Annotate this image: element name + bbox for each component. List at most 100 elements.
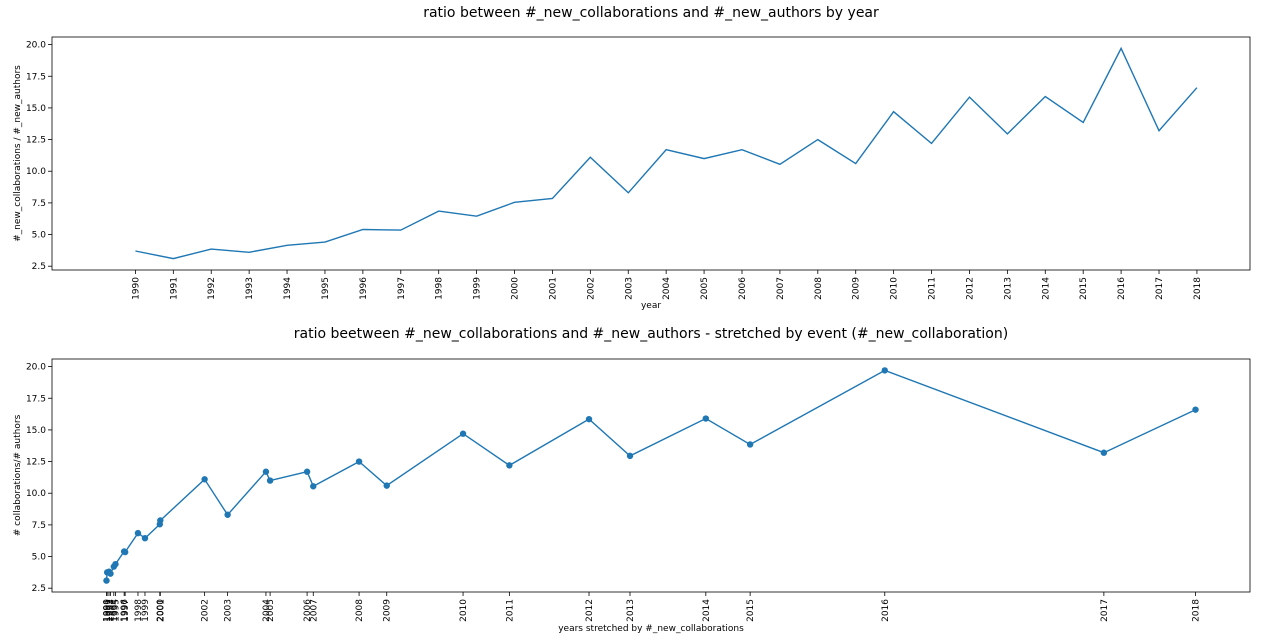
chart-2-x-tick-label: 2013 — [626, 599, 636, 622]
chart-2-y-tick-label: 2.5 — [32, 584, 46, 594]
chart-2-x-tick-label: 2010 — [459, 599, 469, 622]
chart-2-data-point — [702, 415, 710, 422]
chart-2-x-tick-label: 1994 — [110, 599, 120, 622]
chart-2-y-tick-label: 5.0 — [32, 553, 47, 563]
chart-2-data-point — [112, 560, 119, 568]
chart-1-x-tick-label: 2000 — [511, 277, 521, 300]
chart-2-x-tick-label: 2001 — [156, 599, 166, 622]
chart-1-x-tick-label: 2002 — [586, 277, 596, 300]
chart-1-x-tick-label: 2016 — [1117, 277, 1127, 300]
chart-1-x-tick-label: 1998 — [435, 277, 445, 300]
chart-2-x-tick-label: 1993 — [106, 599, 116, 622]
chart-2-data-point — [103, 577, 110, 584]
chart-2-x-tick-label: 1999 — [141, 599, 151, 622]
chart-1-x-tick-label: 2003 — [624, 277, 634, 300]
chart-2-x-tick-label: 1996 — [120, 599, 130, 622]
chart-2-x-tick-label: 1997 — [121, 599, 131, 622]
chart-1-x-tick-label: 2007 — [776, 277, 786, 300]
chart-2-y-tick-label: 15.0 — [26, 426, 46, 436]
chart-1-y-tick-label: 7.5 — [32, 199, 46, 209]
chart-1-x-tick-label: 1990 — [131, 277, 141, 300]
chart-2-data-point — [107, 570, 114, 577]
chart-1-x-tick-label: 2006 — [738, 277, 748, 300]
chart-2-data-point — [626, 452, 634, 460]
chart-2-series-line — [105, 369, 1196, 581]
chart-1-title: ratio between #_new_collaborations and #… — [423, 5, 879, 21]
chart-1-x-axis-label: year — [641, 301, 661, 311]
chart-1-x-tick-label: 2008 — [814, 277, 824, 300]
chart-1-x-tick-label: 2017 — [1155, 277, 1165, 300]
chart-2-x-tick-label: 2003 — [224, 599, 234, 622]
chart-2-data-point — [157, 517, 164, 524]
chart-2-data-point — [266, 477, 274, 484]
chart-1-y-axis-label: #_new_collaborations / #_new_authors — [13, 65, 23, 242]
chart-2-x-tick-label: 2018 — [1192, 599, 1202, 622]
chart-2-data-point — [141, 534, 149, 542]
chart-2-x-tick-label: 2017 — [1100, 599, 1110, 622]
chart-2-data-point — [746, 441, 754, 448]
chart-1-x-tick-label: 2015 — [1079, 277, 1089, 300]
chart-1-x-tick-label: 2013 — [1003, 277, 1013, 300]
chart-1-x-tick-label: 1996 — [359, 277, 369, 300]
chart-1-x-tick-label: 2014 — [1041, 277, 1051, 300]
chart-2-data-point — [134, 529, 142, 537]
chart-1-x-tick-label: 1994 — [283, 277, 293, 300]
chart-2-y-axis-label: # collaborations/# authors — [13, 414, 23, 536]
chart-1-x-tick-label: 2010 — [890, 277, 900, 300]
chart-1-y-tick-label: 10.0 — [26, 167, 46, 177]
chart-2-data-point — [310, 483, 317, 490]
chart-2-data-point — [459, 430, 467, 437]
chart-2-x-tick-label: 2015 — [746, 599, 756, 622]
chart-1-x-tick-label: 2018 — [1193, 277, 1203, 300]
chart-1-series-line — [135, 46, 1198, 260]
chart-2-plot-frame — [51, 358, 1251, 593]
chart-1-x-tick-label: 2011 — [928, 277, 938, 300]
chart-2-title: ratio beetween #_new_collaborations and … — [294, 326, 1008, 342]
chart-1-y-tick-label: 17.5 — [26, 72, 46, 82]
chart-2-x-tick-label: 1990 — [102, 599, 112, 622]
chart-2-x-tick-label: 1991 — [103, 599, 113, 622]
chart-2-data-point — [383, 482, 390, 489]
chart-2-x-tick-label: 2005 — [266, 599, 276, 622]
chart-2-data-point — [224, 511, 231, 518]
chart-1-x-tick-label: 1993 — [245, 277, 255, 300]
chart-2-y-tick-label: 10.0 — [26, 489, 46, 499]
chart-2-x-tick-label: 2011 — [505, 599, 515, 622]
chart-2-data-point — [303, 468, 311, 475]
chart-1-y-tick-label: 5.0 — [32, 231, 47, 241]
chart-2-y-tick-label: 7.5 — [32, 521, 46, 531]
chart-2-data-point — [201, 476, 208, 483]
chart-1-y-tick-label: 2.5 — [32, 262, 46, 272]
chart-2-x-tick-label: 2009 — [383, 599, 393, 622]
chart-1-x-tick-label: 2012 — [965, 277, 975, 300]
chart-1-y-tick-label: 12.5 — [26, 136, 46, 146]
chart-2-x-tick-label: 1998 — [134, 599, 144, 622]
chart-1-x-tick-label: 2009 — [852, 277, 862, 300]
chart-2-x-tick-label: 2000 — [156, 599, 166, 622]
chart-2-x-tick-label: 2016 — [881, 599, 891, 622]
chart-2-data-point — [262, 468, 270, 475]
chart-2-x-tick-label: 1992 — [105, 599, 115, 622]
chart-2-x-axis-label: years stretched by #_new_collaborations — [558, 624, 744, 634]
chart-2-x-tick-label: 2012 — [585, 599, 595, 622]
chart-1-x-tick-label: 1995 — [321, 277, 331, 300]
chart-1-y-tick-label: 15.0 — [26, 104, 46, 114]
chart-1-x-tick-label: 1997 — [397, 277, 407, 300]
chart-1: ratio between #_new_collaborations and #… — [13, 5, 1251, 311]
chart-1-x-tick-label: 2001 — [548, 277, 558, 300]
chart-2-data-point — [506, 462, 513, 469]
chart-2-x-tick-label: 2007 — [309, 599, 319, 622]
chart-1-x-tick-label: 1991 — [169, 277, 179, 300]
chart-1-plot-frame — [51, 36, 1251, 271]
chart-2-data-point — [121, 548, 129, 556]
chart-1-x-tick-label: 2004 — [662, 277, 672, 300]
chart-1-x-tick-label: 1992 — [207, 277, 217, 300]
chart-2-y-tick-label: 12.5 — [26, 458, 46, 468]
chart-2-data-point — [1192, 406, 1199, 413]
chart-2-data-point — [355, 458, 363, 465]
chart-1-y-tick-label: 20.0 — [26, 41, 46, 51]
chart-2-data-point — [881, 367, 888, 374]
chart-2-x-tick-label: 2004 — [262, 599, 272, 622]
chart-2-x-tick-label: 2006 — [303, 599, 313, 622]
